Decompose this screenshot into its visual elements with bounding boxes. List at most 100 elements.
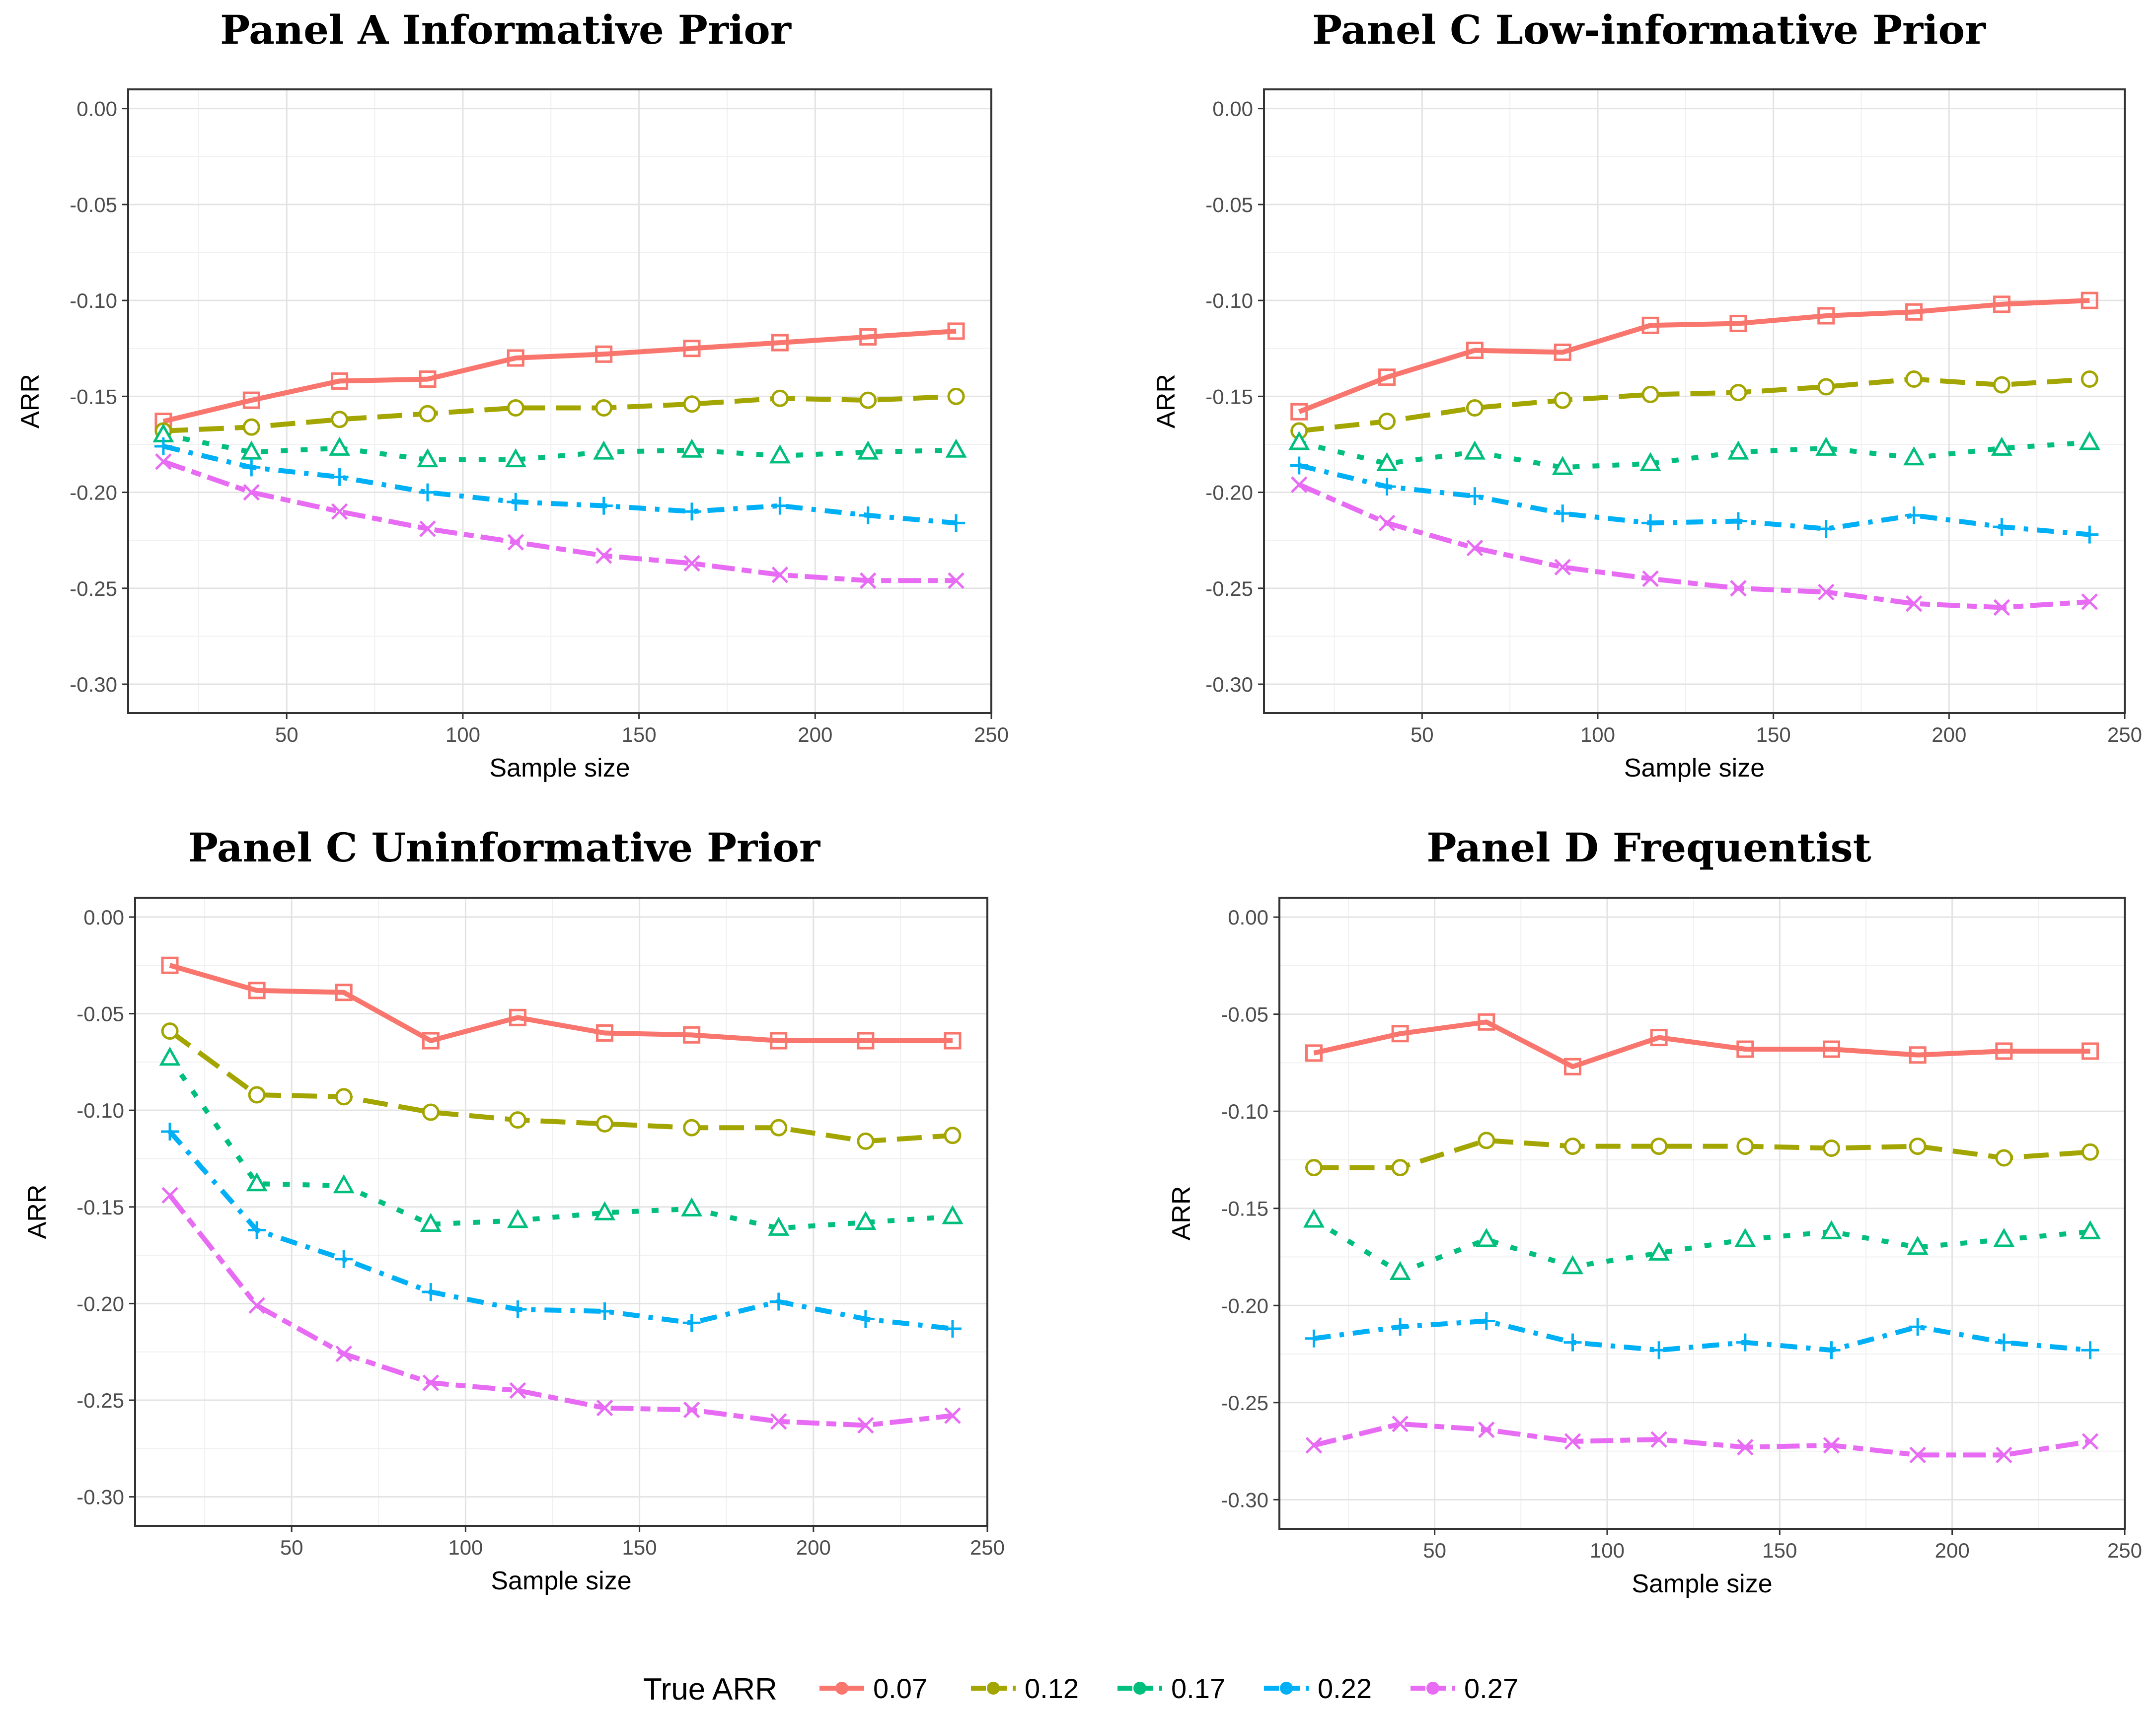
data-point bbox=[856, 1310, 875, 1328]
series-0.27 bbox=[161, 1187, 961, 1434]
data-point bbox=[161, 956, 179, 974]
series-group bbox=[159, 956, 964, 1434]
data-point bbox=[419, 370, 437, 388]
axes: 0.00 -0.05 -0.10 -0.15 -0.20 -0.25 -0.30 50 100 1… bbox=[76, 906, 1005, 1559]
y-axis-label: ARR bbox=[16, 374, 45, 428]
data-point bbox=[1822, 1341, 1841, 1359]
data-point bbox=[242, 458, 261, 477]
data-point bbox=[1639, 452, 1661, 471]
data-point bbox=[855, 1211, 877, 1230]
y-tick-label: -0.25 bbox=[1221, 1391, 1268, 1415]
data-point bbox=[1817, 307, 1835, 325]
data-point bbox=[1554, 391, 1571, 409]
data-point bbox=[1823, 1437, 1840, 1454]
series-line bbox=[169, 963, 953, 1043]
panel-1: Panel A Informative Prior 0.00 -0.05 -0.10 -… bbox=[16, 6, 1009, 783]
data-point bbox=[857, 1417, 874, 1434]
data-point bbox=[507, 349, 524, 367]
gridlines bbox=[1264, 89, 2126, 713]
panel-border bbox=[1278, 897, 2126, 1530]
y-tick-label: 0.00 bbox=[1212, 97, 1253, 121]
x-tick-label: 200 bbox=[1935, 1539, 1970, 1562]
data-point bbox=[683, 1119, 701, 1137]
data-point bbox=[1907, 1235, 1929, 1255]
gridlines bbox=[1279, 898, 2126, 1529]
y-tick-label: -0.05 bbox=[70, 193, 117, 216]
x-tick-label: 100 bbox=[1580, 723, 1615, 746]
data-point bbox=[335, 1088, 353, 1106]
y-tick-label: -0.05 bbox=[76, 1002, 124, 1026]
data-point bbox=[683, 1026, 701, 1044]
data-point bbox=[1563, 1333, 1582, 1352]
data-point bbox=[329, 436, 351, 456]
data-point bbox=[1905, 303, 1923, 321]
data-point bbox=[1466, 539, 1484, 557]
series-0.12 bbox=[1305, 1132, 2099, 1177]
x-axis-label: Sample size bbox=[1632, 1570, 1772, 1598]
data-point bbox=[1996, 1446, 2012, 1464]
y-tick-label: -0.25 bbox=[70, 577, 117, 600]
data-point bbox=[2080, 1220, 2101, 1239]
legend-item: 0.27 bbox=[1411, 1673, 1518, 1704]
series-line bbox=[1313, 1019, 2090, 1070]
data-point bbox=[1290, 403, 1308, 421]
data-point bbox=[1478, 1421, 1495, 1438]
legend-key-point bbox=[1133, 1682, 1146, 1695]
plot-area bbox=[1279, 898, 2125, 1529]
data-point bbox=[683, 340, 701, 357]
data-point bbox=[1736, 1333, 1754, 1352]
data-point bbox=[1823, 1040, 1841, 1058]
series-0.12 bbox=[161, 1022, 962, 1150]
panel-title: Panel C Low-informative Prior bbox=[1312, 6, 1986, 53]
series-line bbox=[162, 459, 957, 583]
series-0.07 bbox=[1290, 291, 2098, 421]
y-tick-label: 0.00 bbox=[1228, 906, 1268, 929]
data-point bbox=[1905, 370, 1923, 388]
data-point bbox=[2081, 291, 2098, 309]
data-point bbox=[1378, 368, 1396, 386]
data-point bbox=[948, 572, 965, 589]
x-tick-label: 200 bbox=[798, 723, 832, 746]
data-point bbox=[1477, 1312, 1495, 1330]
data-point bbox=[248, 1086, 266, 1104]
data-point bbox=[331, 411, 349, 428]
series-0.12 bbox=[1290, 370, 2098, 440]
data-point bbox=[1303, 1209, 1325, 1228]
data-point bbox=[769, 444, 791, 464]
data-point bbox=[2082, 1143, 2099, 1161]
series-line bbox=[162, 432, 957, 462]
data-point bbox=[944, 1407, 961, 1424]
data-point bbox=[1392, 1416, 1409, 1432]
y-tick-label: -0.05 bbox=[1221, 1003, 1268, 1026]
data-point bbox=[419, 520, 436, 537]
series-line bbox=[1298, 463, 2090, 537]
y-tick-label: -0.30 bbox=[1205, 673, 1253, 696]
data-point bbox=[1378, 413, 1396, 430]
data-point bbox=[1378, 514, 1396, 532]
data-point bbox=[1817, 520, 1835, 538]
data-point bbox=[945, 438, 967, 458]
data-point bbox=[1389, 1261, 1411, 1281]
data-point bbox=[155, 453, 172, 470]
legend-item: 0.07 bbox=[819, 1673, 927, 1704]
axes: 0.00 -0.05 -0.10 -0.15 -0.20 -0.25 -0.30 50 100 1… bbox=[1205, 97, 2142, 746]
legend-item: 0.17 bbox=[1117, 1673, 1225, 1704]
data-point bbox=[1476, 1228, 1497, 1247]
data-point bbox=[770, 1413, 787, 1430]
data-point bbox=[335, 1345, 353, 1362]
y-tick-label: 0.00 bbox=[76, 97, 117, 121]
data-point bbox=[944, 1032, 962, 1050]
x-tick-label: 150 bbox=[1756, 723, 1791, 746]
x-tick-label: 200 bbox=[796, 1536, 831, 1559]
x-tick-label: 100 bbox=[446, 723, 480, 746]
series-0.07 bbox=[154, 322, 965, 430]
data-point bbox=[683, 555, 700, 572]
data-point bbox=[1729, 314, 1747, 332]
data-point bbox=[246, 1172, 268, 1192]
data-point bbox=[505, 448, 526, 468]
data-point bbox=[1817, 583, 1835, 601]
data-point bbox=[248, 1221, 266, 1239]
data-point bbox=[770, 1119, 788, 1137]
x-tick-label: 200 bbox=[1932, 723, 1966, 746]
data-point bbox=[1391, 1025, 1409, 1043]
